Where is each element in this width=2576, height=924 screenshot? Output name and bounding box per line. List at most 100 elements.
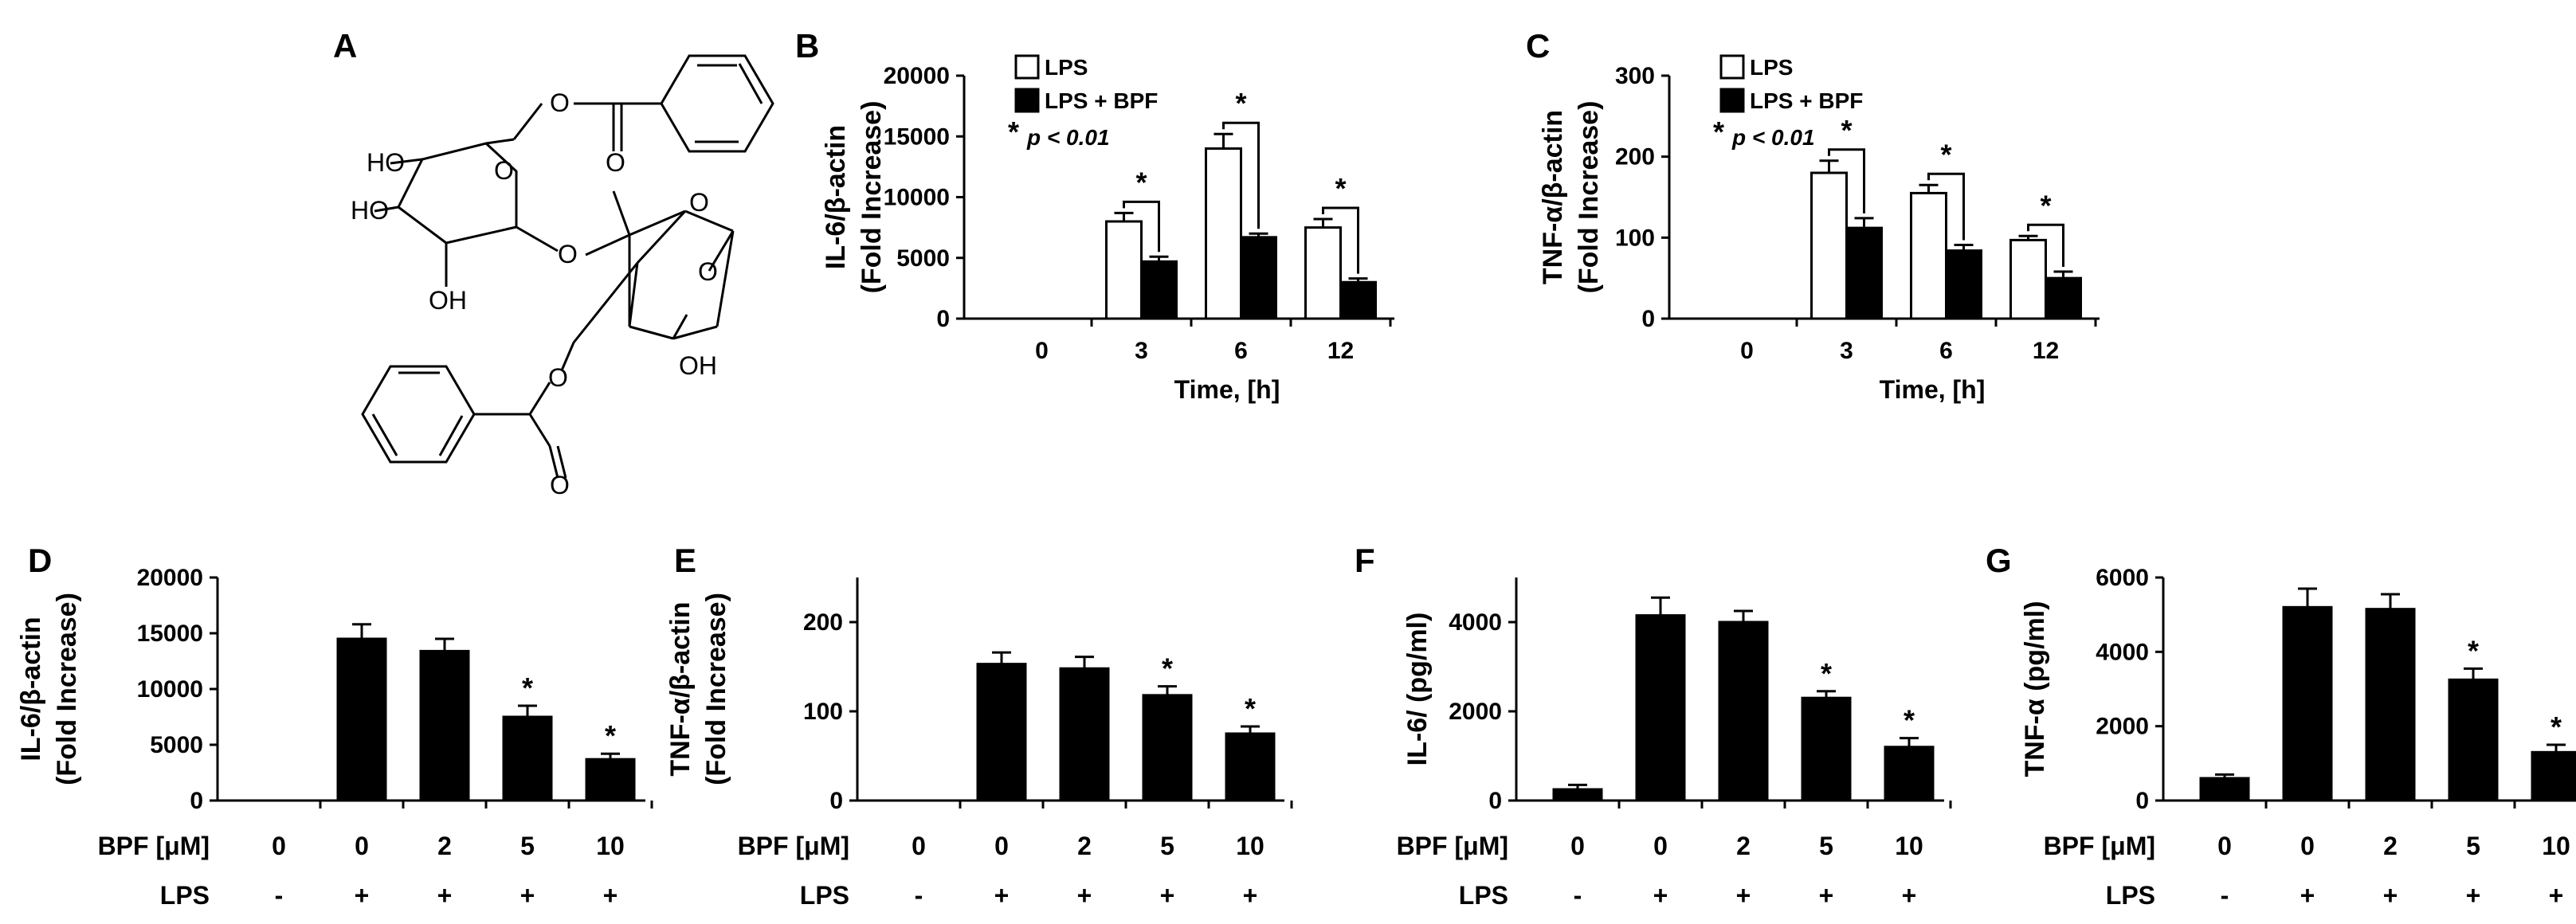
x-tick-label: 3	[1135, 338, 1148, 364]
bar	[1339, 280, 1377, 320]
lps-row-label: LPS	[2106, 881, 2155, 910]
legend-label: LPS + BPF	[1750, 88, 1863, 113]
atom-label: O	[550, 88, 570, 117]
significance-bracket	[1322, 206, 1359, 274]
bpf-dose-label: 5	[520, 832, 535, 860]
x-tick-label: 3	[1840, 338, 1853, 364]
significance-star: *	[605, 719, 616, 752]
significance-star: *	[1335, 172, 1346, 205]
bpf-row-label: BPF [μM]	[738, 832, 849, 860]
panel-label: C	[1526, 27, 1550, 65]
significance-bracket	[1828, 148, 1865, 213]
bar	[2009, 238, 2047, 320]
chart-panel-f: F 0 2000 4000 IL-6/ (pg/ml) 0 - 0 +2 +5 + * 10 + * BPF …	[1355, 542, 1952, 910]
lps-sign-label: +	[1160, 881, 1175, 910]
significance-star: *	[1821, 657, 1832, 690]
bar	[1945, 249, 1982, 320]
chart-panel-e: E 0 100 200 TNF-α/β-actin (Fold Increase) 0 - 0 +…	[665, 542, 1293, 910]
y-axis-label: IL-6/ (pg/ml)	[1402, 613, 1433, 766]
bar	[1240, 236, 1277, 320]
legend-swatch-lps-bpf	[1719, 88, 1745, 113]
lps-sign-label: -	[275, 881, 284, 910]
panel-label: G	[1986, 542, 2012, 579]
panel-label: F	[1355, 542, 1375, 579]
y-axis-label: (Fold Increase)	[1574, 101, 1604, 294]
x-axis-label: Time, [h]	[1880, 375, 1986, 404]
y-tick-label: 2000	[1449, 699, 1502, 725]
y-tick-label: 0	[936, 306, 950, 332]
y-tick-label: 2000	[2096, 714, 2149, 740]
bpf-row-label: BPF [μM]	[2044, 832, 2155, 860]
lps-sign-label: +	[2383, 881, 2398, 910]
bar	[419, 649, 470, 802]
y-tick-label: 200	[803, 609, 843, 636]
x-axis-label: Time, [h]	[1174, 375, 1280, 404]
legend-label: LPS	[1750, 55, 1793, 80]
significance-bracket	[2027, 223, 2064, 268]
lps-sign-label: -	[2221, 881, 2229, 910]
y-tick-label: 10000	[884, 185, 950, 211]
bar	[2199, 777, 2250, 802]
panel-label: E	[674, 542, 696, 579]
significance-star: *	[1162, 652, 1173, 685]
panel-label: D	[28, 542, 52, 579]
y-axis-label: (Fold Increase)	[52, 593, 82, 785]
significance-star: *	[1135, 166, 1147, 198]
significance-bracket	[1222, 121, 1260, 229]
legend-label: LPS + BPF	[1045, 88, 1158, 113]
bar	[1105, 220, 1143, 320]
lps-sign-label: +	[520, 881, 535, 910]
lps-sign-label: +	[994, 881, 1010, 910]
atom-label: O	[689, 188, 709, 217]
significance-bracket	[1927, 172, 1965, 241]
bpf-dose-label: 2	[437, 832, 452, 860]
lps-row-label: LPS	[800, 881, 849, 910]
bar	[1140, 260, 1178, 320]
bpf-dose-label: 0	[912, 832, 926, 860]
lps-sign-label: +	[2466, 881, 2481, 910]
y-axis-label: TNF-α/β-actin	[1538, 110, 1568, 284]
bar	[1845, 226, 1883, 320]
lps-sign-label: +	[603, 881, 618, 910]
panel-label-a: A	[333, 27, 357, 65]
x-tick-label: 0	[1035, 338, 1049, 364]
atom-label: OH	[679, 351, 717, 380]
legend-swatch-lps	[1014, 54, 1040, 80]
bar	[502, 715, 553, 802]
bar	[1801, 696, 1852, 802]
lps-sign-label: +	[2300, 881, 2315, 910]
y-tick-label: 15000	[137, 621, 203, 647]
y-axis-label: TNF-α (pg/ml)	[2020, 601, 2050, 777]
y-tick-label: 0	[1641, 306, 1655, 332]
bar	[1884, 746, 1935, 802]
y-tick-label: 200	[1615, 144, 1655, 170]
bpf-dose-label: 10	[596, 832, 625, 860]
bar	[1810, 171, 1848, 320]
legend-note: p < 0.01	[1731, 125, 1815, 150]
atom-label: OH	[429, 286, 467, 315]
atom-label: O	[550, 471, 570, 499]
benzoylpaeoniflorin-structure-icon	[361, 54, 774, 479]
lps-sign-label: +	[2549, 881, 2564, 910]
y-tick-label: 6000	[2096, 565, 2149, 591]
atom-label: O	[494, 156, 514, 185]
y-tick-label: 100	[803, 699, 843, 725]
bar	[2282, 605, 2333, 802]
legend-note: p < 0.01	[1026, 125, 1110, 150]
significance-bracket	[1123, 200, 1160, 253]
bpf-dose-label: 0	[1570, 832, 1585, 860]
lps-sign-label: +	[1243, 881, 1258, 910]
bpf-dose-label: 10	[2542, 832, 2570, 860]
lps-sign-label: +	[1653, 881, 1668, 910]
lps-sign-label: +	[1902, 881, 1917, 910]
x-tick-label: 6	[1939, 338, 1953, 364]
bar	[2448, 678, 2499, 802]
bar	[1142, 694, 1193, 802]
y-tick-label: 100	[1615, 225, 1655, 251]
significance-star: *	[1235, 87, 1246, 119]
bpf-dose-label: 0	[355, 832, 369, 860]
legend-star: *	[1713, 116, 1724, 148]
lps-row-label: LPS	[160, 881, 210, 910]
